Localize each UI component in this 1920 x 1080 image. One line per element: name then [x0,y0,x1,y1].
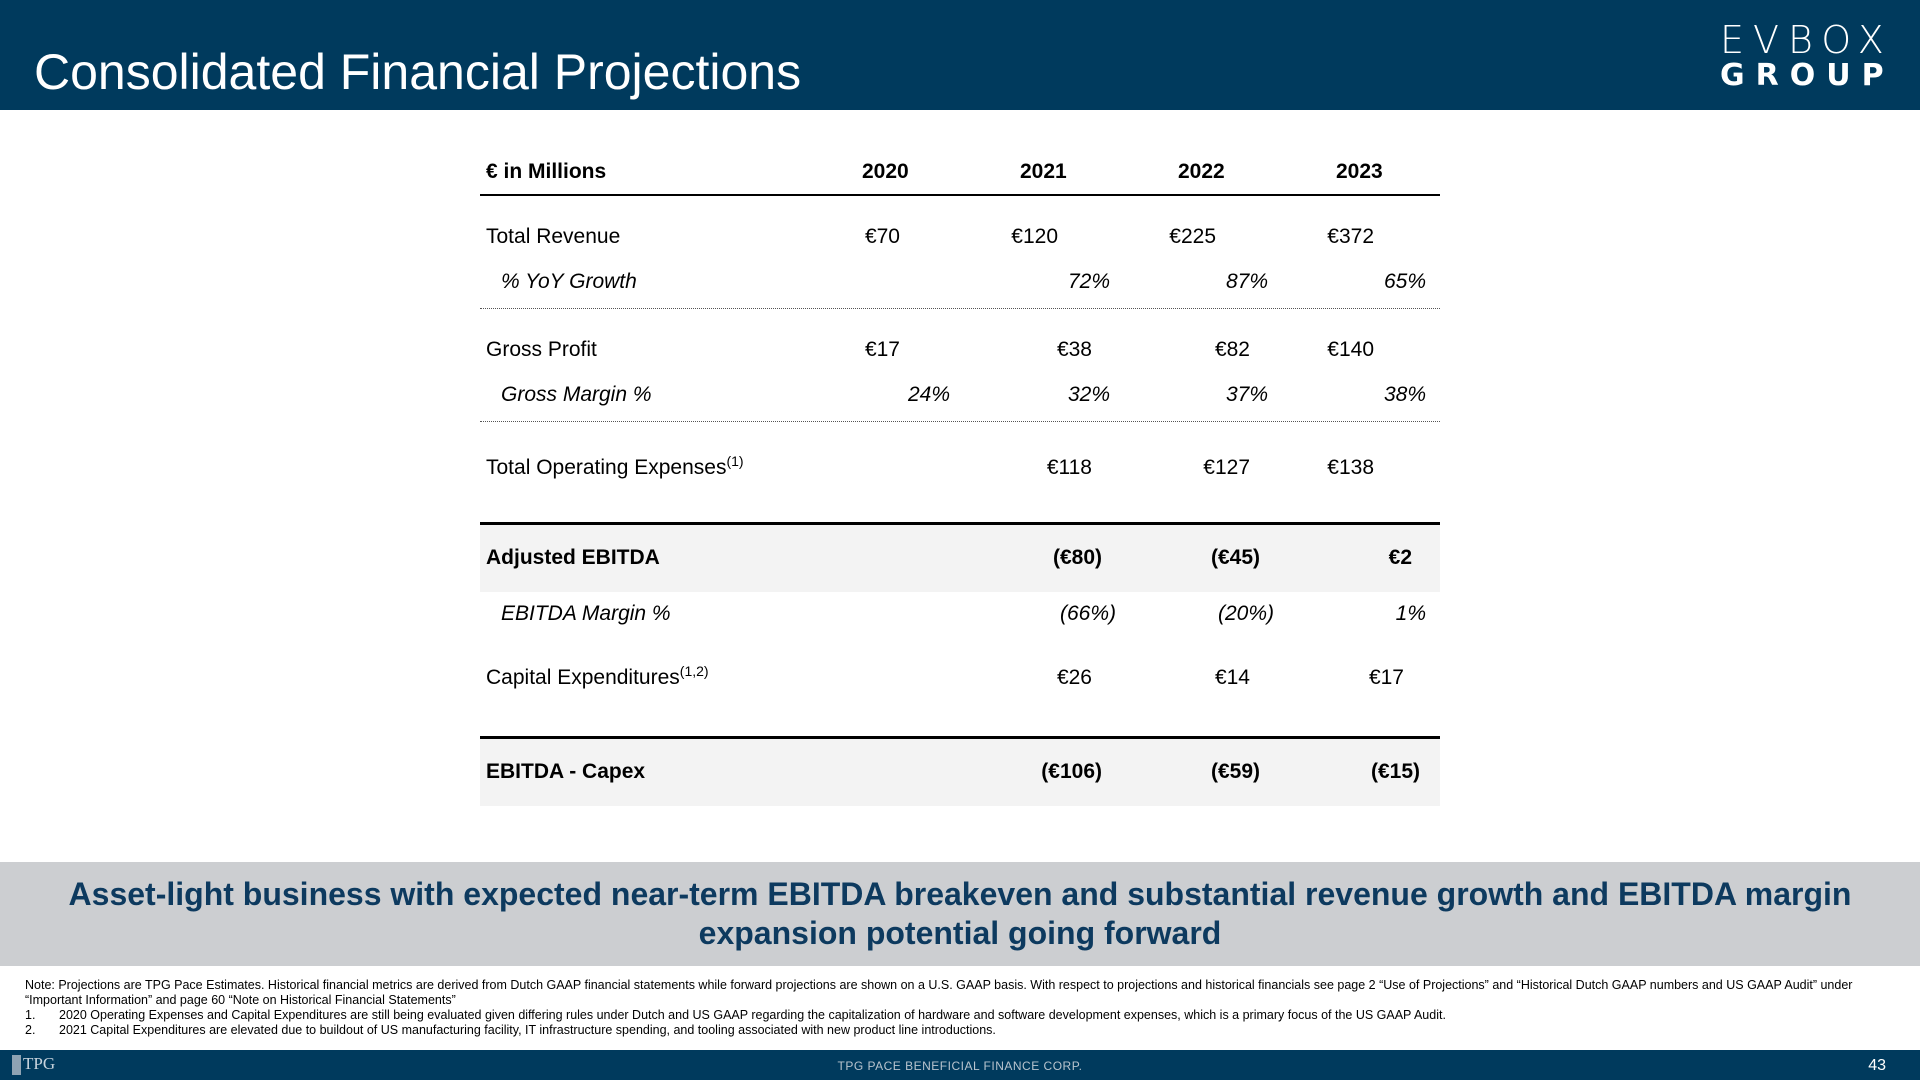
row-label: Adjusted EBITDA [486,546,660,569]
row-total-revenue: Total Revenue €70 €120 €225 €372 [480,216,1440,270]
value-2022: €14 [1214,666,1250,689]
row-label-text: Capital Expenditures [486,666,680,689]
row-yoy-growth: % YoY Growth 72% 87% 65% [480,270,1440,309]
value-2023: 1% [1395,602,1426,625]
value-2023: (€15) [1370,760,1420,783]
row-label: Total Revenue [486,225,621,248]
value-2023: €372 [1327,225,1374,248]
tpg-mark-icon [12,1055,21,1076]
table-header-row: € in Millions 2020 2021 2022 2023 [480,152,1440,196]
value-2023: €2 [1388,546,1412,569]
header-bar: Consolidated Financial Projections EVBOX… [0,0,1920,110]
value-2022: (€59) [1210,760,1260,783]
value-2022: 87% [1225,270,1268,293]
key-takeaway-banner: Asset-light business with expected near-… [0,862,1920,966]
row-gross-margin: Gross Margin % 24% 32% 37% 38% [480,383,1440,422]
row-label-text: Total Operating Expenses [486,456,727,479]
footer-company-name: TPG PACE BENEFICIAL FINANCE CORP. [837,1059,1083,1073]
row-label: Capital Expenditures(1,2) [486,663,709,690]
general-note: Note: Projections are TPG Pace Estimates… [25,978,1853,1007]
tpg-logo: TPG [12,1054,56,1076]
unit-label: € in Millions [486,160,607,183]
footnote-number: 1. [25,1008,36,1022]
value-2021: 32% [1067,383,1110,406]
value-2021: €118 [1046,456,1092,479]
value-2020: €70 [864,225,900,248]
value-2023: 38% [1383,383,1426,406]
value-2021: 72% [1067,270,1110,293]
footnotes: Note: Projections are TPG Pace Estimates… [25,978,1885,1038]
value-2021: €120 [1011,225,1058,248]
value-2021: (€106) [1041,760,1102,783]
column-header-2020: 2020 [862,160,909,183]
footnote-text: 2021 Capital Expenditures are elevated d… [59,1023,996,1037]
row-total-operating-expenses: Total Operating Expenses(1) €118 €127 €1… [480,448,1440,522]
financial-projections-table: € in Millions 2020 2021 2022 2023 Total … [480,152,1440,806]
value-2023: 65% [1383,270,1426,293]
value-2022: (20%) [1217,602,1274,625]
value-2020: 24% [907,383,950,406]
row-adjusted-ebitda: Adjusted EBITDA (€80) (€45) €2 [480,522,1440,592]
page-number: 43 [1868,1057,1886,1074]
footnote-number: 2. [25,1023,36,1037]
value-2022: €127 [1203,456,1250,479]
footnote-ref: (1) [726,453,744,469]
row-gross-profit: Gross Profit €17 €38 €82 €140 [480,329,1440,383]
row-ebitda-margin: EBITDA Margin % (66%) (20%) 1% [480,592,1440,642]
column-header-2021: 2021 [1020,160,1067,183]
row-label: Gross Margin % [501,383,652,406]
row-label: Gross Profit [486,338,597,361]
value-2023: €17 [1368,666,1404,689]
row-capital-expenditures: Capital Expenditures(1,2) €26 €14 €17 [480,662,1440,736]
row-label: EBITDA Margin % [501,602,671,625]
value-2023: €140 [1327,338,1374,361]
row-ebitda-minus-capex: EBITDA - Capex (€106) (€59) (€15) [480,736,1440,806]
value-2021: €38 [1056,338,1092,361]
value-2022: €82 [1214,338,1250,361]
footer-bar: TPG TPG PACE BENEFICIAL FINANCE CORP. 43 [0,1050,1920,1080]
value-2022: 37% [1225,383,1268,406]
value-2021: (€80) [1052,546,1102,569]
key-takeaway-text: Asset-light business with expected near-… [68,876,1852,951]
row-label: Total Operating Expenses(1) [486,453,744,480]
value-2022: (€45) [1210,546,1260,569]
row-label: EBITDA - Capex [486,760,646,783]
footnote-1: 1. 2020 Operating Expenses and Capital E… [25,1008,1885,1023]
footnote-ref: (1,2) [679,663,709,679]
value-2022: €225 [1169,225,1216,248]
value-2021: €26 [1056,666,1092,689]
page-title: Consolidated Financial Projections [34,44,802,100]
row-label: % YoY Growth [501,270,637,293]
value-2020: €17 [864,338,900,361]
value-2021: (66%) [1059,602,1116,625]
value-2023: €138 [1327,456,1374,479]
footnote-2: 2. 2021 Capital Expenditures are elevate… [25,1023,1885,1038]
logo-line-group: GROUP [1720,58,1895,93]
footnote-text: 2020 Operating Expenses and Capital Expe… [59,1008,1446,1022]
logo-line-evbox: EVBOX [1720,18,1893,62]
tpg-logo-text: TPG [23,1054,56,1073]
evbox-group-logo: EVBOX GROUP [1720,20,1890,92]
column-header-2022: 2022 [1178,160,1225,183]
column-header-2023: 2023 [1336,160,1383,183]
